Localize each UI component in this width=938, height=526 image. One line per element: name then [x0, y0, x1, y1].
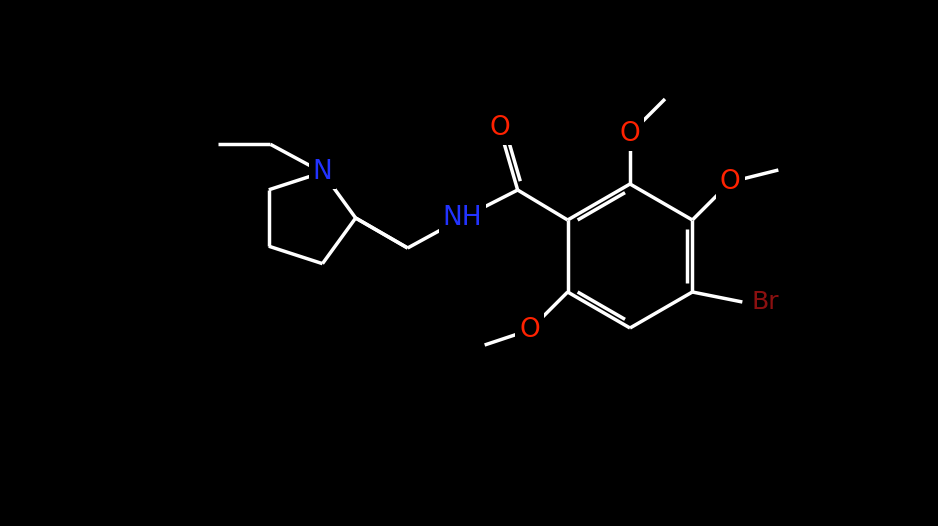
Text: N: N	[312, 159, 332, 185]
Text: O: O	[620, 121, 641, 147]
Text: O: O	[490, 115, 510, 141]
Text: NH: NH	[443, 205, 482, 231]
Text: O: O	[720, 169, 741, 195]
Text: O: O	[520, 317, 540, 343]
Text: Br: Br	[751, 290, 779, 314]
